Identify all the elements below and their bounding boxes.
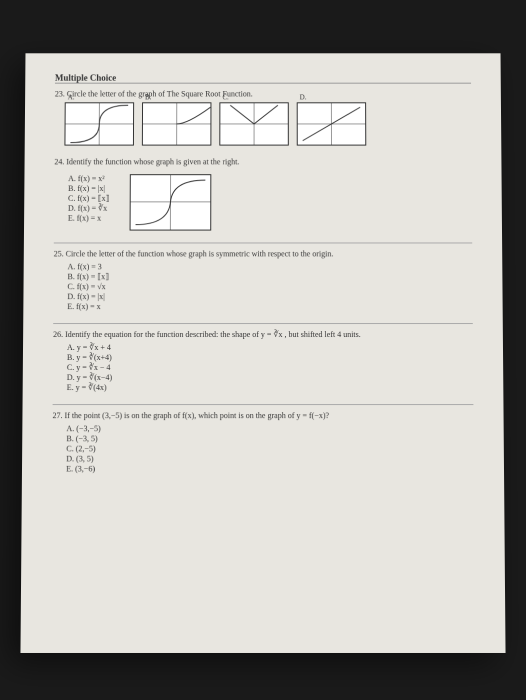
q23-prompt: 23. Circle the letter of the graph of Th… xyxy=(55,90,471,99)
question-27: 27. If the point (3,−5) is on the graph … xyxy=(52,411,474,473)
q27-opt-e: E. (3,−6) xyxy=(66,464,474,473)
question-26: 26. Identify the equation for the functi… xyxy=(53,330,474,392)
q25-opt-e: E. f(x) = x xyxy=(67,302,472,311)
question-25: 25. Circle the letter of the function wh… xyxy=(53,249,472,311)
q26-text: Identify the equation for the function d… xyxy=(65,330,361,339)
q25-prompt: 25. Circle the letter of the function wh… xyxy=(54,249,473,258)
q24-text: Identify the function whose graph is giv… xyxy=(66,157,239,166)
q25-opt-b: B. f(x) = ⟦x⟧ xyxy=(67,272,472,281)
q24-opt-b: B. f(x) = |x| xyxy=(68,184,110,193)
q27-opt-c: C. (2,−5) xyxy=(66,444,473,453)
graph-b: B. xyxy=(142,102,212,145)
q25-text: Circle the letter of the function whose … xyxy=(66,249,334,258)
q24-opt-e: E. f(x) = x xyxy=(68,214,110,223)
question-24: 24. Identify the function whose graph is… xyxy=(54,157,472,230)
graph-d-label: D. xyxy=(300,93,307,101)
q26-opt-c: C. y = ∛x − 4 xyxy=(67,363,473,372)
q26-opt-b: B. y = ∛(x+4) xyxy=(67,353,473,362)
q25-opt-c: C. f(x) = √x xyxy=(67,282,472,291)
q24-opt-a: A. f(x) = x² xyxy=(68,174,110,183)
q24-graph xyxy=(129,174,211,230)
q26-options: A. y = ∛x + 4 B. y = ∛(x+4) C. y = ∛x − … xyxy=(67,343,474,392)
q26-prompt: 26. Identify the equation for the functi… xyxy=(53,330,473,339)
q27-text: If the point (3,−5) is on the graph of f… xyxy=(65,411,330,420)
q24-prompt: 24. Identify the function whose graph is… xyxy=(54,157,471,166)
q25-opt-a: A. f(x) = 3 xyxy=(68,262,473,271)
graph-c: C. xyxy=(219,102,289,145)
q23-num: 23. xyxy=(55,90,65,99)
q24-opt-c: C. f(x) = ⟦x⟧ xyxy=(68,194,110,203)
q25-num: 25. xyxy=(54,249,64,258)
q25-options: A. f(x) = 3 B. f(x) = ⟦x⟧ C. f(x) = √x D… xyxy=(67,262,472,311)
section-title: Multiple Choice xyxy=(55,73,471,84)
question-23: 23. Circle the letter of the graph of Th… xyxy=(54,90,471,146)
q27-prompt: 27. If the point (3,−5) is on the graph … xyxy=(52,411,473,420)
graph-a: A. xyxy=(64,102,134,145)
q24-opt-d: D. f(x) = ∛x xyxy=(68,204,110,213)
divider xyxy=(53,404,474,405)
q26-num: 26. xyxy=(53,330,63,339)
q27-opt-d: D. (3, 5) xyxy=(66,454,474,463)
q25-opt-d: D. f(x) = |x| xyxy=(67,292,472,301)
divider xyxy=(53,323,473,324)
q27-num: 27. xyxy=(52,411,62,420)
q27-opt-a: A. (−3,−5) xyxy=(66,424,473,433)
q23-graphs: A. B. C. xyxy=(64,102,471,145)
q27-options: A. (−3,−5) B. (−3, 5) C. (2,−5) D. (3, 5… xyxy=(66,424,474,473)
graph-c-label: C. xyxy=(222,93,228,101)
graph-d: D. xyxy=(297,102,367,145)
q26-opt-a: A. y = ∛x + 4 xyxy=(67,343,473,352)
q26-opt-e: E. y = ∛(4x) xyxy=(67,383,474,392)
q24-num: 24. xyxy=(54,157,64,166)
divider xyxy=(54,242,472,243)
q24-options: A. f(x) = x² B. f(x) = |x| C. f(x) = ⟦x⟧… xyxy=(68,174,110,230)
graph-b-label: B. xyxy=(145,93,151,101)
worksheet-page: Multiple Choice 23. Circle the letter of… xyxy=(20,53,505,653)
q26-opt-d: D. y = ∛(x−4) xyxy=(67,373,473,382)
graph-a-label: A. xyxy=(68,93,75,101)
q27-opt-b: B. (−3, 5) xyxy=(66,434,473,443)
